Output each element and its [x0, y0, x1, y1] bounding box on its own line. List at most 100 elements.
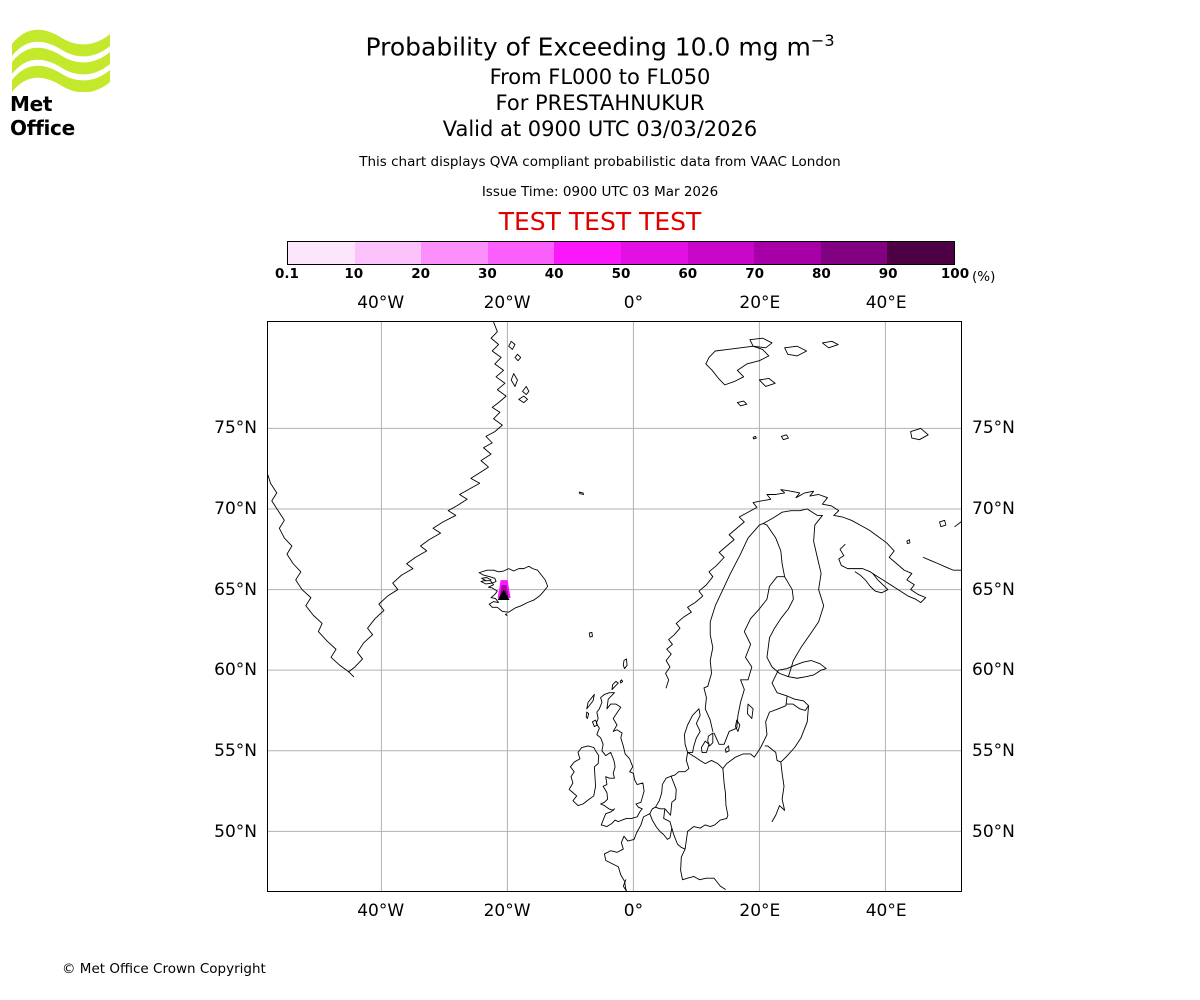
coastline-path [592, 719, 598, 728]
met-office-logo: Met Office [10, 22, 112, 140]
coastline-path [680, 869, 726, 890]
coastline-path [703, 685, 714, 732]
lat-label-left-75°N: 75°N [214, 417, 257, 438]
lat-label-left-70°N: 70°N [214, 498, 257, 519]
page-title: Probability of Exceeding 10.0 mg m−3 [120, 24, 1080, 64]
colorbar-tick-labels: 0.1 10 20 30 40 50 60 70 80 90 100 [275, 266, 969, 282]
colorbar-tick-90: 90 [878, 266, 898, 282]
lon-label-bottom-0°: 0° [623, 901, 644, 921]
coastline-path [780, 434, 789, 441]
colorbar-band-6 [687, 242, 755, 264]
colorbar-tick-0.1: 0.1 [275, 266, 299, 282]
coastline-path [758, 377, 776, 387]
lat-label-right-65°N: 65°N [972, 579, 1015, 600]
coastline-path [508, 340, 516, 350]
met-office-wave-icon [12, 29, 110, 93]
colorbar-band-7 [754, 242, 821, 264]
lon-label-bottom-40°W: 40°W [357, 901, 405, 921]
map-coastlines [268, 322, 961, 891]
coastline-path [514, 353, 522, 362]
map-canvas [268, 322, 961, 891]
coastline-path [749, 337, 773, 349]
colorbar-band-4 [554, 242, 621, 264]
coastline-path [522, 386, 530, 395]
logo-wave-band [12, 29, 110, 57]
coastline-path [707, 732, 714, 747]
coastline-path [762, 523, 786, 578]
coastline-path [821, 340, 839, 349]
coastline-path [595, 692, 645, 827]
coastline-path [505, 613, 508, 616]
test-banner: TEST TEST TEST [498, 207, 702, 237]
coastline-path [481, 577, 492, 582]
coastline-path [665, 489, 927, 689]
colorbar-band-0 [288, 242, 355, 264]
volcano-subtitle: For PRESTAHNUKUR [495, 91, 705, 116]
coastline-path [939, 519, 947, 528]
coastline-path [705, 345, 770, 386]
lon-label-bottom-40°E: 40°E [865, 901, 907, 921]
coastline-path [764, 705, 809, 763]
lat-label-right-55°N: 55°N [972, 741, 1015, 762]
colorbar-tick-80: 80 [811, 266, 831, 282]
probability-colorbar [287, 241, 955, 265]
qva-compliance-note: This chart displays QVA compliant probab… [359, 154, 841, 171]
lon-label-bottom-20°E: 20°E [739, 901, 781, 921]
coastline-path [713, 576, 827, 745]
map-plot-area [267, 321, 962, 892]
page-title-text: Probability of Exceeding 10.0 mg m [365, 32, 811, 62]
map-gridlines [268, 322, 961, 891]
coastline-path [655, 776, 677, 816]
colorbar-tick-30: 30 [477, 266, 497, 282]
lat-label-left-50°N: 50°N [214, 822, 257, 843]
coastline-path [787, 514, 825, 678]
coastline-path [910, 427, 929, 441]
chart-header: Probability of Exceeding 10.0 mg m−3 Fro… [120, 24, 1080, 236]
colorbar-band-5 [620, 242, 688, 264]
coastline-path [622, 879, 627, 891]
logo-wave-band [12, 65, 110, 93]
volcano-marker [497, 590, 510, 601]
coastline-path [762, 508, 823, 524]
coastline-path [478, 565, 549, 613]
coastline-path [588, 631, 593, 638]
coastline-path [683, 708, 701, 753]
coastline-path [568, 745, 600, 807]
lon-label-top-20°E: 20°E [739, 293, 781, 313]
colorbar-bands [287, 241, 955, 265]
coastline-path [707, 523, 764, 687]
coastline-path [752, 435, 757, 440]
coastline-path [771, 761, 786, 823]
colorbar-tick-60: 60 [678, 266, 698, 282]
coastline-path [649, 813, 673, 840]
colorbar-band-2 [421, 242, 488, 264]
colorbar-unit-label: (%) [972, 269, 996, 285]
coastline-path [724, 745, 730, 753]
lon-label-top-40°W: 40°W [357, 293, 405, 313]
colorbar-tick-100: 100 [940, 266, 970, 282]
coastline-path [268, 474, 350, 673]
lat-label-left-65°N: 65°N [214, 579, 257, 600]
coastline-path [784, 345, 808, 357]
colorbar-tick-10: 10 [344, 266, 364, 282]
coastline-path [746, 703, 754, 719]
copyright-notice: © Met Office Crown Copyright [62, 961, 266, 977]
lat-label-right-75°N: 75°N [972, 417, 1015, 438]
flight-level-subtitle: From FL000 to FL050 [489, 65, 711, 90]
coastline-path [585, 711, 590, 719]
lon-label-top-40°E: 40°E [865, 293, 907, 313]
colorbar-tick-50: 50 [611, 266, 631, 282]
coastline-path [687, 669, 788, 769]
coastline-path [586, 693, 595, 710]
coastline-path [906, 539, 911, 545]
colorbar-band-1 [354, 242, 422, 264]
valid-time-subtitle: Valid at 0900 UTC 03/03/2026 [442, 117, 758, 142]
coastline-path [722, 768, 729, 819]
coastline-path [736, 400, 748, 407]
lat-label-right-60°N: 60°N [972, 660, 1015, 681]
coastline-path [786, 695, 809, 711]
coastline-path [735, 719, 741, 732]
colorbar-band-9 [887, 242, 954, 264]
coastline-path [854, 571, 889, 594]
lat-label-right-70°N: 70°N [972, 498, 1015, 519]
